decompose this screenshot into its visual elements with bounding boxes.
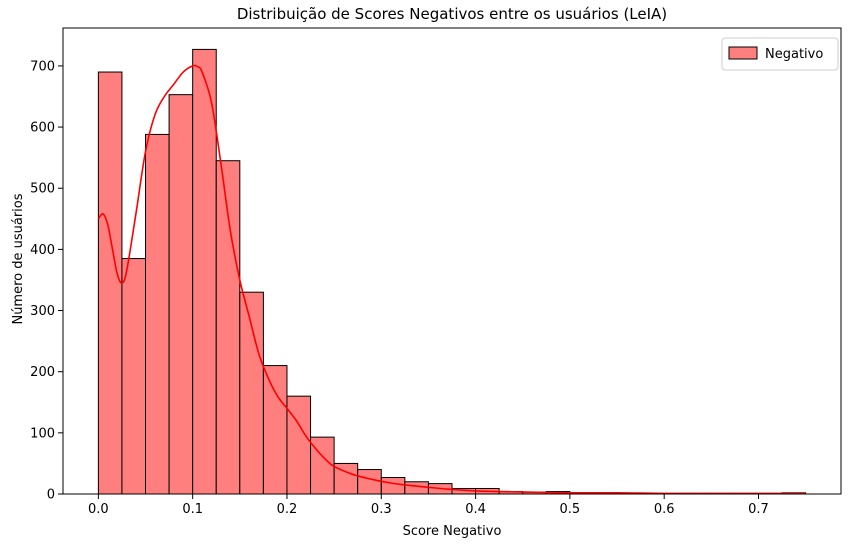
histogram-bar <box>239 291 264 495</box>
chart-title: Distribuição de Scores Negativos entre o… <box>237 5 667 23</box>
legend-box <box>721 37 839 71</box>
legend: Negativo <box>721 37 839 71</box>
x-tick-label: 0.3 <box>371 502 392 517</box>
histogram-bar <box>121 258 147 495</box>
y-tick-label: 500 <box>30 182 55 197</box>
histogram-bar <box>357 469 382 495</box>
x-tick-label: 0.7 <box>748 502 769 517</box>
histogram-bar <box>145 133 170 495</box>
x-axis: 0.0 0.1 0.2 0.3 0.4 0.5 0.6 0.7 <box>88 494 769 517</box>
x-tick-label: 0.6 <box>654 502 675 517</box>
y-tick-label: 300 <box>30 304 55 319</box>
x-tick-label: 0.1 <box>182 502 203 517</box>
y-tick-label: 0 <box>47 488 55 503</box>
y-axis-label: Número de usuários <box>11 193 26 324</box>
bars-group <box>97 48 807 495</box>
histogram-bar <box>404 481 429 495</box>
x-tick-label: 0.4 <box>465 502 486 517</box>
y-tick-label: 400 <box>30 243 55 258</box>
y-axis: 0 100 200 300 400 500 600 700 <box>30 59 63 503</box>
histogram-bar <box>97 71 123 495</box>
plot-frame <box>62 27 842 495</box>
histogram-bar <box>286 395 312 495</box>
histogram-bar <box>262 365 288 495</box>
y-tick-label: 100 <box>30 426 55 441</box>
kde-line <box>97 64 806 495</box>
histogram-bar <box>192 48 217 495</box>
x-axis-label: Score Negativo <box>403 524 502 539</box>
x-tick-label: 0.2 <box>277 502 298 517</box>
x-tick-label: 0.0 <box>88 502 109 517</box>
histogram-bar <box>168 94 194 495</box>
y-tick-label: 200 <box>30 365 55 380</box>
y-tick-label: 600 <box>30 121 55 136</box>
x-tick-label: 0.5 <box>560 502 581 517</box>
y-tick-label: 700 <box>30 59 55 74</box>
histogram-bar <box>380 476 406 495</box>
legend-label: Negativo <box>765 47 823 62</box>
legend-swatch <box>728 46 758 60</box>
kde-group <box>97 64 806 495</box>
